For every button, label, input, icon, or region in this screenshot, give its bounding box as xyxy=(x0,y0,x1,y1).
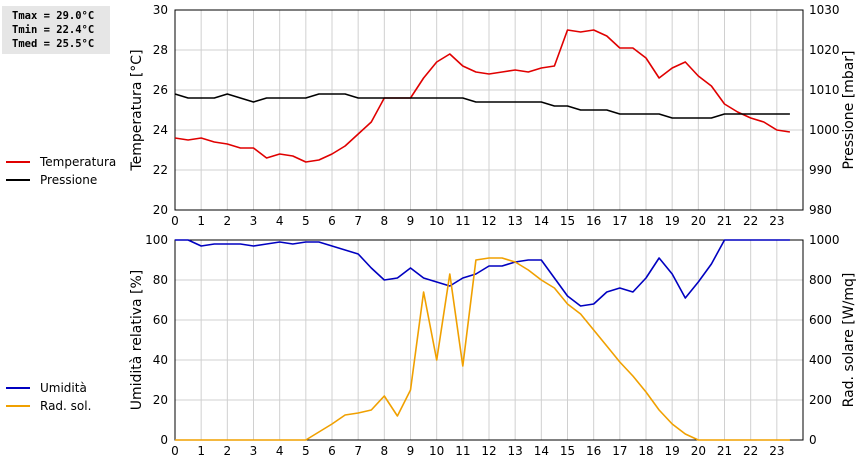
x-tick-label: 14 xyxy=(534,214,549,228)
y-right-axis-title: Rad. solare [W/mq] xyxy=(841,273,857,408)
y-right-tick-label: 980 xyxy=(809,203,832,217)
y-right-tick-label: 0 xyxy=(809,433,817,447)
y-left-tick-label: 60 xyxy=(153,313,168,327)
y-left-tick-label: 100 xyxy=(145,233,168,247)
x-tick-label: 16 xyxy=(586,444,601,458)
x-tick-label: 11 xyxy=(455,444,470,458)
x-tick-label: 8 xyxy=(381,444,389,458)
x-tick-label: 5 xyxy=(302,214,310,228)
x-tick-label: 11 xyxy=(455,214,470,228)
legend-label: Temperatura xyxy=(39,155,116,169)
x-tick-label: 5 xyxy=(302,444,310,458)
x-tick-label: 15 xyxy=(560,214,575,228)
x-tick-label: 1 xyxy=(197,444,205,458)
x-tick-label: 15 xyxy=(560,444,575,458)
y-left-tick-label: 40 xyxy=(153,353,168,367)
x-tick-label: 14 xyxy=(534,444,549,458)
y-left-tick-label: 20 xyxy=(153,393,168,407)
plot-frame xyxy=(174,9,804,211)
x-tick-label: 6 xyxy=(328,214,336,228)
x-tick-label: 13 xyxy=(508,444,523,458)
plot-frame xyxy=(174,239,804,441)
x-tick-label: 17 xyxy=(612,444,627,458)
y-right-tick-label: 990 xyxy=(809,163,832,177)
series-line-temperatura xyxy=(174,29,791,163)
y-left-axis-title: Umidità relativa [%] xyxy=(129,270,145,411)
x-tick-label: 13 xyxy=(508,214,523,228)
y-left-tick-label: 26 xyxy=(153,83,168,97)
y-right-axis-title: Pressione [mbar] xyxy=(841,50,857,169)
y-right-tick-label: 600 xyxy=(809,313,832,327)
x-tick-label: 7 xyxy=(354,214,362,228)
x-tick-label: 20 xyxy=(691,444,706,458)
x-tick-label: 2 xyxy=(224,444,232,458)
y-left-tick-label: 28 xyxy=(153,43,168,57)
x-tick-label: 7 xyxy=(354,444,362,458)
y-left-axis-title: Temperatura [°C] xyxy=(129,49,145,171)
x-tick-label: 8 xyxy=(381,214,389,228)
x-tick-label: 19 xyxy=(665,214,680,228)
y-right-tick-label: 1000 xyxy=(809,233,840,247)
x-tick-label: 6 xyxy=(328,444,336,458)
x-tick-label: 10 xyxy=(429,214,444,228)
x-tick-label: 21 xyxy=(717,214,732,228)
x-tick-label: 9 xyxy=(407,214,415,228)
tmed-stat: Tmed = 25.5°C xyxy=(12,38,95,50)
x-tick-label: 9 xyxy=(407,444,415,458)
y-right-tick-label: 1010 xyxy=(809,83,840,97)
legend-label: Pressione xyxy=(40,173,97,187)
series-line-umidit xyxy=(175,239,790,307)
legend-label: Umidità xyxy=(40,381,87,395)
y-right-tick-label: 1000 xyxy=(809,123,840,137)
y-left-tick-label: 80 xyxy=(153,273,168,287)
tmin-stat: Tmin = 22.4°C xyxy=(12,24,95,36)
y-left-tick-label: 0 xyxy=(160,433,168,447)
y-right-tick-label: 200 xyxy=(809,393,832,407)
x-tick-label: 0 xyxy=(171,444,179,458)
x-tick-label: 4 xyxy=(276,444,284,458)
y-right-tick-label: 1030 xyxy=(809,3,840,17)
x-tick-label: 22 xyxy=(743,214,758,228)
legend-label: Rad. sol. xyxy=(40,399,91,413)
x-tick-label: 23 xyxy=(769,214,784,228)
x-tick-label: 21 xyxy=(717,444,732,458)
x-tick-label: 18 xyxy=(638,214,653,228)
x-tick-label: 22 xyxy=(743,444,758,458)
x-tick-label: 2 xyxy=(224,214,232,228)
x-tick-label: 4 xyxy=(276,214,284,228)
x-tick-label: 20 xyxy=(691,214,706,228)
y-left-tick-label: 22 xyxy=(153,163,168,177)
x-tick-label: 3 xyxy=(250,214,258,228)
x-tick-label: 23 xyxy=(769,444,784,458)
x-tick-label: 12 xyxy=(481,444,496,458)
y-right-tick-label: 800 xyxy=(809,273,832,287)
x-tick-label: 17 xyxy=(612,214,627,228)
series-line-rad-sol xyxy=(175,257,790,441)
x-tick-label: 10 xyxy=(429,444,444,458)
x-tick-label: 19 xyxy=(665,444,680,458)
series-line-pressione xyxy=(174,93,790,119)
x-tick-label: 3 xyxy=(250,444,258,458)
x-tick-label: 1 xyxy=(197,214,205,228)
x-tick-label: 12 xyxy=(481,214,496,228)
y-right-tick-label: 1020 xyxy=(809,43,840,57)
y-left-tick-label: 30 xyxy=(153,3,168,17)
y-left-tick-label: 20 xyxy=(153,203,168,217)
x-tick-label: 16 xyxy=(586,214,601,228)
x-tick-label: 0 xyxy=(171,214,179,228)
tmax-stat: Tmax = 29.0°C xyxy=(12,10,95,22)
y-left-tick-label: 24 xyxy=(153,123,168,137)
x-tick-label: 18 xyxy=(638,444,653,458)
y-right-tick-label: 400 xyxy=(809,353,832,367)
stats-box: Tmax = 29.0°C Tmin = 22.4°C Tmed = 25.5°… xyxy=(2,6,110,54)
